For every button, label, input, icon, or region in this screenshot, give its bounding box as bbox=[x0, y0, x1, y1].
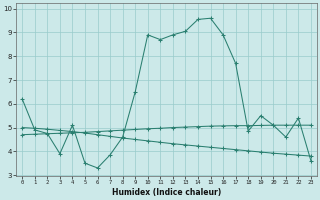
X-axis label: Humidex (Indice chaleur): Humidex (Indice chaleur) bbox=[112, 188, 221, 197]
